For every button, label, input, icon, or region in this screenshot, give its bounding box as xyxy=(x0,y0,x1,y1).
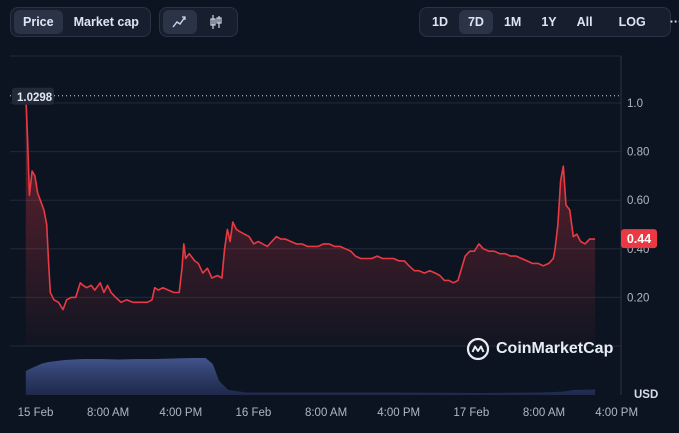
svg-text:1.0298: 1.0298 xyxy=(17,92,53,104)
high-label: 1.0298 xyxy=(12,87,54,105)
range-1d[interactable]: 1D xyxy=(432,15,448,29)
price-line xyxy=(25,95,596,311)
x-tick-label: 4:00 PM xyxy=(159,407,202,419)
tab-price[interactable]: Price xyxy=(14,10,63,34)
current-price-badge: 0.44 xyxy=(621,229,657,249)
y-tick-label: 1.0 xyxy=(627,98,643,110)
range-toolbar: 1D 7D 1M 1Y All LOG ··· xyxy=(419,7,679,37)
y-tick-label: 0.80 xyxy=(627,147,649,159)
x-tick-label: 8:00 AM xyxy=(305,407,347,419)
y-tick-label: 0.20 xyxy=(627,292,649,304)
watermark-text: CoinMarketCap xyxy=(496,340,614,357)
y-tick-label: 0.60 xyxy=(627,195,649,207)
x-tick-label: 16 Feb xyxy=(236,407,272,419)
x-tick-label: 4:00 PM xyxy=(377,407,420,419)
candlestick-icon[interactable] xyxy=(199,10,233,34)
coinmarketcap-logo-icon xyxy=(466,337,490,361)
range-1m[interactable]: 1M xyxy=(503,15,522,29)
chart-type-toggle xyxy=(159,7,238,37)
log-scale-button[interactable]: LOG xyxy=(618,15,646,29)
line-chart-icon[interactable] xyxy=(163,10,197,34)
y-axis: 0.200.400.600.801.0 xyxy=(627,98,649,304)
x-tick-label: 17 Feb xyxy=(453,407,489,419)
x-tick-label: 15 Feb xyxy=(18,407,54,419)
more-options-button[interactable]: ··· xyxy=(669,15,679,29)
price-area-fill xyxy=(25,95,596,346)
x-tick-label: 4:00 PM xyxy=(595,407,638,419)
x-tick-label: 8:00 AM xyxy=(87,407,129,419)
currency-label: USD xyxy=(634,389,658,401)
range-1y[interactable]: 1Y xyxy=(541,15,557,29)
range-all[interactable]: All xyxy=(576,15,593,29)
x-axis: 15 Feb 8:00 AM 4:00 PM 16 Feb 8:00 AM 4:00 PM… xyxy=(18,407,638,419)
volume-area xyxy=(25,358,596,395)
svg-text:0.44: 0.44 xyxy=(627,232,651,246)
x-tick-label: 8:00 AM xyxy=(523,407,565,419)
range-7d[interactable]: 7D xyxy=(458,10,493,34)
tab-market-cap[interactable]: Market cap xyxy=(73,15,139,29)
metric-toggle: Price Market cap xyxy=(10,7,151,37)
